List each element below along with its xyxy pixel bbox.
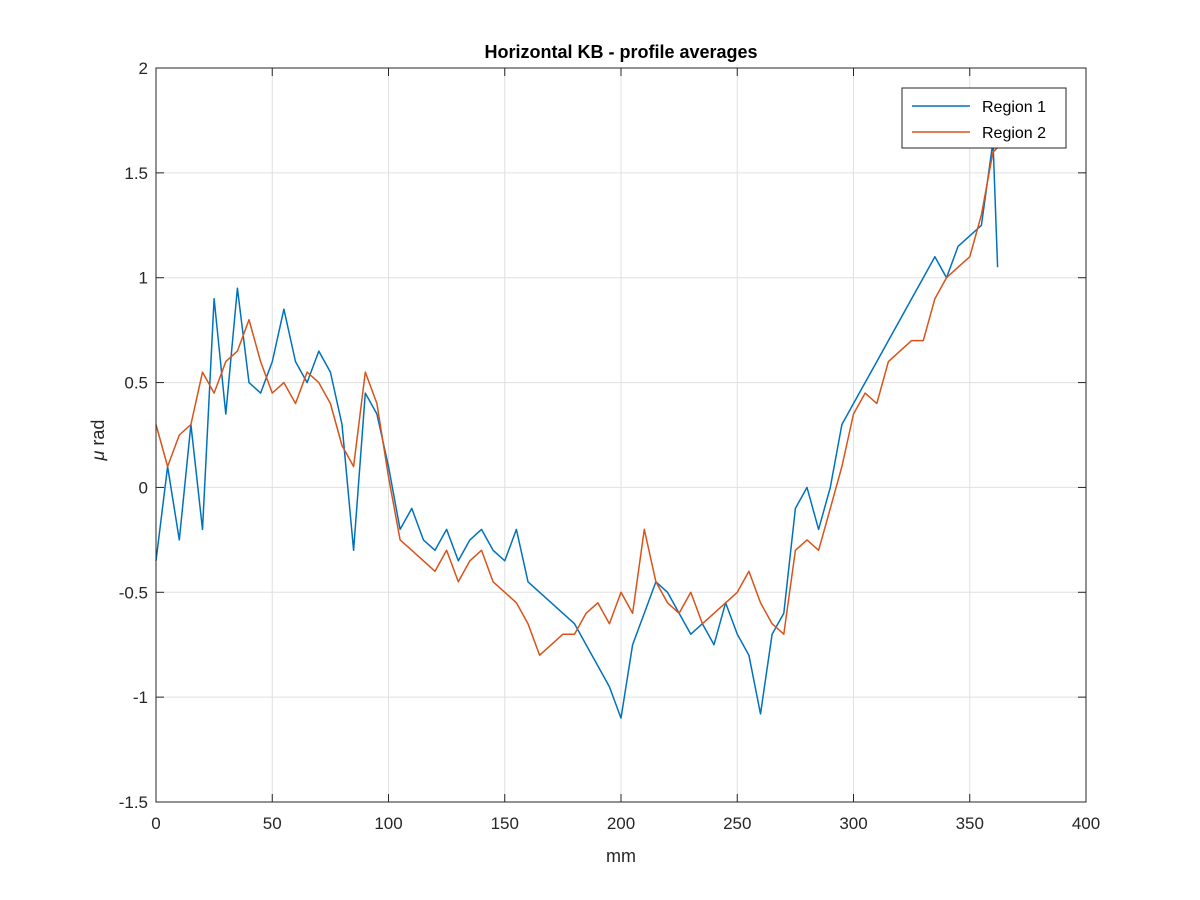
x-tick-label: 300 xyxy=(839,814,867,833)
y-tick-label: 2 xyxy=(139,59,148,78)
x-tick-label: 350 xyxy=(956,814,984,833)
legend-label-region-1: Region 1 xyxy=(982,99,1046,116)
x-axis-label: mm xyxy=(606,846,636,866)
y-tick-label: -0.5 xyxy=(119,583,148,602)
y-tick-label: 0.5 xyxy=(124,374,148,393)
series-line-region-2 xyxy=(155,147,999,656)
x-tick-label: 150 xyxy=(491,814,519,833)
y-axis-label-symbol: μ xyxy=(88,450,108,461)
x-tick-label: 0 xyxy=(151,814,160,833)
x-tick-label: 200 xyxy=(607,814,635,833)
grid-layer xyxy=(156,68,1086,802)
y-tick-label: -1.5 xyxy=(119,793,148,812)
y-tick-label: 0 xyxy=(139,478,148,497)
x-tick-label: 50 xyxy=(263,814,282,833)
x-tick-label: 400 xyxy=(1072,814,1100,833)
series-layer xyxy=(155,140,999,719)
y-tick-label: 1 xyxy=(139,269,148,288)
legend-box xyxy=(901,87,1067,149)
y-axis-label-unit: rad xyxy=(88,420,108,451)
y-axis-label: μ rad xyxy=(88,420,108,462)
x-tick-label: 250 xyxy=(723,814,751,833)
legend-label-region-2: Region 2 xyxy=(982,125,1046,142)
legend: Region 1 Region 2 xyxy=(901,87,1067,149)
chart-title: Horizontal KB - profile averages xyxy=(484,42,757,62)
tick-layer: 0 50 100 150 200 250 300 350 400 -1.5 -1 -0.5 0 0.5 1 1… xyxy=(119,59,1100,833)
y-tick-label: 1.5 xyxy=(124,164,148,183)
y-tick-label: -1 xyxy=(133,688,148,707)
x-tick-label: 100 xyxy=(374,814,402,833)
series-line-region-1 xyxy=(155,140,999,719)
